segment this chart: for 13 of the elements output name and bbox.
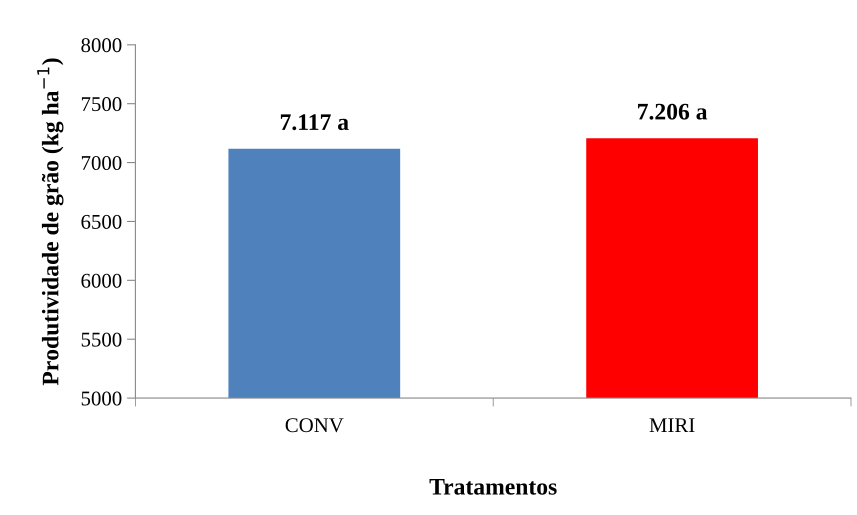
y-axis-title: Produtividade de grão (kg ha$^{−1}$) xyxy=(37,58,64,386)
y-tick-label: 5500 xyxy=(82,332,122,347)
y-tick-label: 6000 xyxy=(81,274,122,288)
x-tick-label: MIRI xyxy=(650,418,695,432)
y-tick-label: 7000 xyxy=(82,156,122,170)
y-tick-label: 7500 xyxy=(82,97,122,112)
y-tick-label: 5000 xyxy=(82,391,122,406)
data-label: 7.117 a xyxy=(280,114,349,130)
y-tick-label: 8000 xyxy=(81,38,122,52)
y-tick-label: 6500 xyxy=(81,214,122,229)
x-tick-label: CONV xyxy=(286,418,344,432)
x-axis-title: Tratamentos xyxy=(430,479,557,495)
data-label: 7.206 a xyxy=(638,104,708,120)
